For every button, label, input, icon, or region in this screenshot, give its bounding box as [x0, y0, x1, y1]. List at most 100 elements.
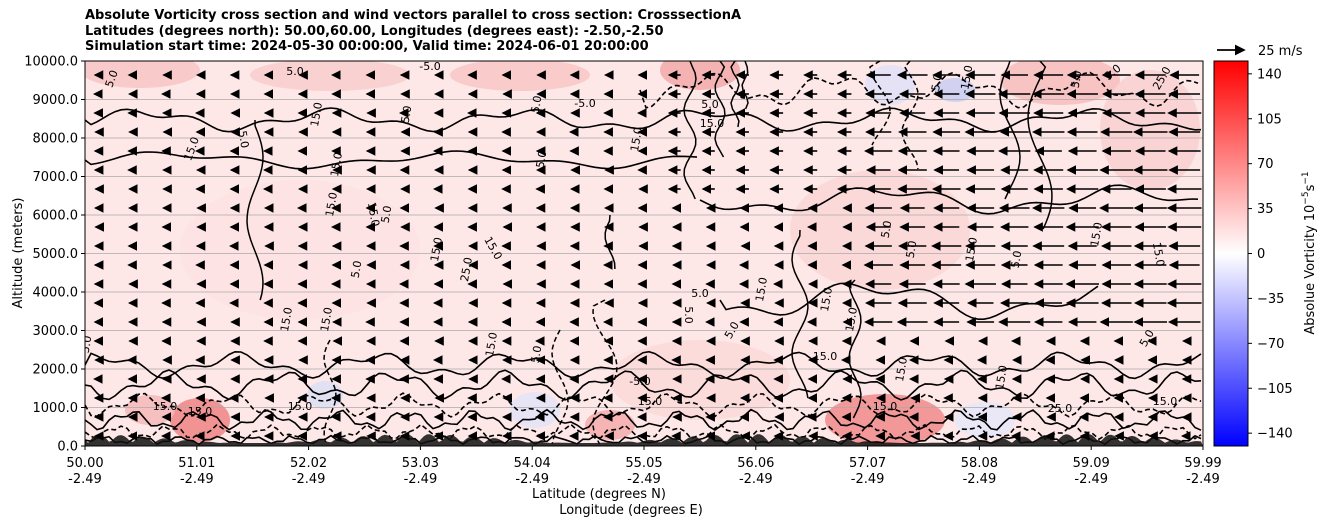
x-tick-label-lon: -2.49 — [1186, 472, 1220, 487]
x-tick-label-lat: 52.02 — [290, 456, 327, 471]
contour-label: 15.0 — [843, 306, 860, 332]
contour-label: 15.0 — [1150, 241, 1167, 267]
colorbar-tick-label: −140 — [1257, 427, 1293, 442]
contour-label: 15.0 — [963, 236, 980, 262]
contour-negative — [85, 423, 1202, 441]
contour-positive — [683, 61, 697, 200]
contour-label: -5.0 — [629, 375, 650, 388]
contour-label: 15.0 — [308, 101, 325, 127]
field-patch — [250, 61, 410, 91]
y-tick-label: 9000.0 — [33, 93, 79, 108]
quiver-key: 25 m/s — [1217, 44, 1303, 59]
contour-positive — [714, 61, 726, 158]
x-tick-label-lat: 59.09 — [1073, 456, 1110, 471]
field-patch — [790, 170, 970, 290]
contour-label: 15.0 — [278, 306, 295, 332]
contour-positive — [246, 119, 264, 301]
contour-label: 15.0 — [323, 191, 340, 217]
colorbar: 140 105 70 35 0 −35 −70 −105 −140 Absolue Vortic… — [1213, 60, 1318, 447]
x-tick-label-lon: -2.49 — [963, 472, 997, 487]
y-tick-label: 10000.0 — [24, 55, 78, 70]
contour-label: 15.0 — [188, 405, 213, 418]
contour-positive — [85, 150, 698, 170]
gridlines — [85, 99, 1203, 408]
contour-label: 25.0 — [458, 256, 475, 282]
contour-label: -15.0 — [958, 64, 976, 94]
x-tick-label-lat: 57.07 — [849, 456, 886, 471]
contour-label: 15.0 — [993, 364, 1010, 390]
y-tick-label: 1000.0 — [33, 401, 79, 416]
contour-label: 15.0 — [638, 395, 663, 408]
field-patch — [450, 61, 590, 91]
contour-label: 15.0 — [483, 331, 500, 357]
contour-positive — [999, 61, 1021, 200]
contour-negative — [551, 329, 569, 445]
contour-label: 5.0 — [879, 220, 895, 239]
contour-label: 15.0 — [753, 276, 770, 302]
field-patch — [180, 180, 420, 320]
contour-label: 5.0 — [103, 68, 121, 89]
colorbar-tick-label: 140 — [1257, 67, 1282, 82]
y-tick-label: 2000.0 — [33, 363, 79, 378]
colorbar-tick-label: −70 — [1257, 337, 1284, 352]
contour-label: -5.0 — [419, 60, 440, 73]
x-tick-label-lon: -2.49 — [1074, 472, 1108, 487]
title-line-1: Absolute Vorticity cross section and win… — [85, 8, 742, 23]
field-patch — [660, 61, 740, 90]
y-tick-label: 8000.0 — [33, 132, 79, 147]
y-axis-label: Altitude (meters) — [11, 198, 26, 309]
contour-label: -5.0 — [574, 97, 595, 110]
contour-label: 15.0 — [818, 286, 835, 312]
contour-label: 15.0 — [328, 151, 345, 177]
contour-label: 5.0 — [529, 345, 545, 364]
contour-positive — [791, 229, 809, 399]
x-tick-label-lat: 58.08 — [961, 456, 998, 471]
x-tick-label-lon: -2.49 — [515, 472, 549, 487]
contour-positive — [1027, 61, 1053, 230]
colorbar-tick-label: −105 — [1257, 382, 1293, 397]
field-patch — [1000, 61, 1120, 105]
contour-label: 5.0 — [529, 95, 545, 114]
y-tick-label: 0.0 — [57, 440, 78, 455]
field-patch — [307, 381, 343, 409]
contour-label: 5.0 — [682, 306, 695, 324]
x-tick-label-lon: -2.49 — [292, 472, 326, 487]
title-line-3: Simulation start time: 2024-05-30 00:00:… — [85, 39, 649, 54]
contour-label: 5.0 — [1009, 250, 1025, 269]
contour-label: 15.0 — [628, 126, 645, 152]
x-tick-label-lon: -2.49 — [739, 472, 773, 487]
contour-label: 5.0 — [286, 65, 304, 78]
quiver-key-label: 25 m/s — [1258, 44, 1303, 59]
contour-label: 15.0 — [153, 400, 178, 413]
contour-label: 15.0 — [813, 350, 838, 363]
x-axis-label-longitude: Longitude (degrees E) — [559, 503, 703, 518]
x-tick-label-lat: 50.00 — [66, 456, 103, 471]
contour-positive — [741, 61, 749, 110]
x-tick-label-lat: 59.99 — [1184, 456, 1221, 471]
contour-label: 5.0 — [349, 260, 365, 279]
contour-label: 5.0 — [1069, 70, 1085, 89]
contour-label: 15.0 — [893, 356, 910, 382]
colorbar-tick-label: 35 — [1257, 202, 1274, 217]
contour-label: -5.0 — [928, 73, 945, 96]
x-tick-label-lat: 56.06 — [737, 456, 774, 471]
contour-positive — [85, 350, 1202, 380]
contour-negative — [592, 299, 618, 445]
contour-label: 15.0 — [700, 117, 725, 130]
contour-label: 25.0 — [1048, 402, 1073, 415]
x-tick-label-lat: 51.01 — [178, 456, 215, 471]
colorbar-tick-label: 105 — [1257, 112, 1282, 127]
contour-positive — [848, 279, 862, 419]
x-axis: 50.00-2.4951.01-2.4952.02-2.4953.03-2.49… — [66, 446, 1222, 487]
x-tick-label-lat: 55.05 — [625, 456, 662, 471]
colorbar-gradient — [1213, 60, 1249, 447]
contour-label: 5.0 — [534, 150, 550, 169]
colorbar-label: Absolue Vorticity 10−5s−1 — [1301, 171, 1318, 334]
terrain-contours — [85, 434, 1203, 446]
contour-label: 5.0 — [379, 205, 395, 224]
contour-label: 5.0 — [691, 287, 709, 300]
field-patch — [1100, 70, 1200, 190]
x-tick-label-lon: -2.49 — [851, 472, 885, 487]
y-tick-label: 4000.0 — [33, 286, 79, 301]
